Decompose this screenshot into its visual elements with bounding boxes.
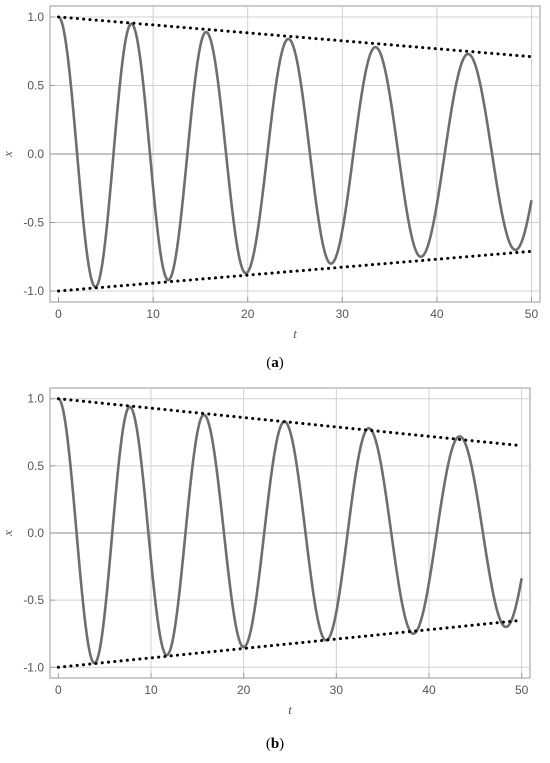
x-tick-label-1: 10 [146,307,160,321]
x-tick-label-3: 30 [330,683,344,697]
chart-a-svg: 0 10 20 30 40 50 -1.0 -0.5 0.0 0.5 1.0 t x [0,5,541,341]
y-tick-label-3: 0.5 [27,78,44,92]
x-tick-label-0: 0 [55,683,62,697]
x-tick-label-4: 40 [422,683,436,697]
caption-a: (a) [266,355,284,371]
caption-b: (b) [265,736,285,752]
x-tick-label-5: 50 [515,683,529,697]
y-tick-label-2: 0.0 [27,147,44,161]
series-oscillation [57,15,533,289]
x-tick-label-0: 0 [55,307,62,321]
y-tick-label-2: 0.0 [27,526,44,540]
y-tick-label-1: -0.5 [23,593,44,607]
envelope-upper [57,15,533,59]
x-tick-label-4: 40 [430,307,444,321]
y-axis-label: x [0,151,15,158]
x-tick-label-3: 30 [336,307,350,321]
y-tick-label-1: -0.5 [23,216,44,230]
chart-panel-b: 0 10 20 30 40 50 -1.0 -0.5 0.0 0.5 1.0 t x (b) [0,382,550,763]
x-tick-label-5: 50 [525,307,539,321]
x-axis-label: t [288,702,292,717]
chart-b-svg: 0 10 20 30 40 50 -1.0 -0.5 0.0 0.5 1.0 t x [0,387,531,717]
x-tick-label-1: 10 [144,683,158,697]
x-axis-label: t [293,326,297,341]
y-tick-label-0: -1.0 [23,660,44,674]
y-tick-label-4: 1.0 [27,392,44,406]
envelope-upper [56,397,524,448]
y-axis-label: x [0,530,15,537]
x-tick-label-2: 20 [241,307,255,321]
envelope-lower [56,618,524,669]
x-tick-label-2: 20 [237,683,251,697]
y-tick-label-0: -1.0 [23,284,44,298]
chart-panel-a: 0 10 20 30 40 50 -1.0 -0.5 0.0 0.5 1.0 t x (a) [0,5,541,371]
y-tick-label-4: 1.0 [27,10,44,24]
y-tick-label-3: 0.5 [27,459,44,473]
envelope-lower [57,249,533,293]
